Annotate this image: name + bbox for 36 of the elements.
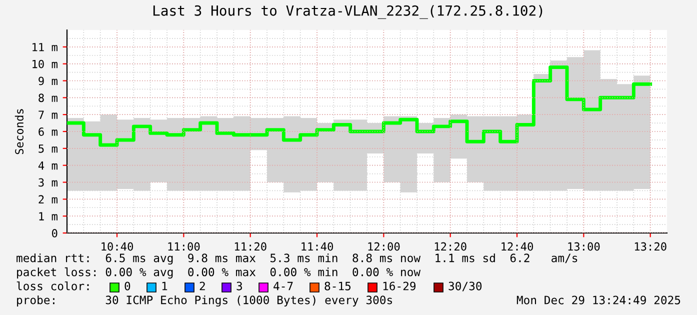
text: packet loss: 0.00 % avg 0.00 % max 0.00 % min 0.00 % now xyxy=(17,267,421,279)
x-tick-label: 12:20 xyxy=(434,242,466,251)
x-tick-label: 11:20 xyxy=(234,242,266,251)
text: loss color: xyxy=(16,281,89,290)
text: 3 xyxy=(236,282,242,290)
y-tick-label: 3 m xyxy=(38,178,58,187)
text: 1 xyxy=(162,282,168,290)
text: 0 xyxy=(124,282,130,290)
y-tick-label: 6 m xyxy=(38,128,58,136)
x-tick-label: 11:40 xyxy=(302,242,334,251)
x-tick-label: 13:20 xyxy=(634,242,666,251)
y-tick-label: 11 m xyxy=(32,43,58,52)
x-tick-label: 13:00 xyxy=(568,242,600,251)
text: probe: 30 ICMP Echo Pings (1000 Bytes) every 300s xyxy=(17,295,392,307)
y-tick-label: 1 m xyxy=(39,212,58,220)
text: 16-29 xyxy=(383,282,416,290)
y-tick-label: 10 m xyxy=(32,60,58,68)
y-tick-label: 0 xyxy=(52,229,58,238)
x-tick-label: 11:00 xyxy=(168,242,200,251)
y-tick-label: 7 m xyxy=(38,110,58,119)
text: 30/30 xyxy=(448,282,482,292)
y-axis-title: Seconds xyxy=(14,109,24,154)
y-tick-label: 8 m xyxy=(38,94,58,102)
text: 8-15 xyxy=(324,282,351,290)
text: median rtt: 6.5 ms avg 9.8 ms max 5.3 ms min 8.8 ms now 1.1 ms sd 6.2 am/s xyxy=(16,253,578,265)
x-tick-label: 10:40 xyxy=(102,242,134,251)
y-tick-label: 9 m xyxy=(38,76,58,86)
text: Mon Dec 29 13:24:49 2025 xyxy=(516,296,680,304)
y-tick-label: 5 m xyxy=(38,144,58,153)
text: 4-7 xyxy=(274,282,293,290)
x-tick-label: 12:00 xyxy=(368,242,400,251)
chart-title: Last 3 Hours to Vratza-VLAN_2232_(172.25.8.102) xyxy=(153,5,542,19)
x-tick-label: 12:40 xyxy=(502,242,534,251)
y-tick-label: 4 m xyxy=(38,161,58,170)
text: 2 xyxy=(200,282,205,290)
y-tick-label: 2 m xyxy=(38,195,58,204)
